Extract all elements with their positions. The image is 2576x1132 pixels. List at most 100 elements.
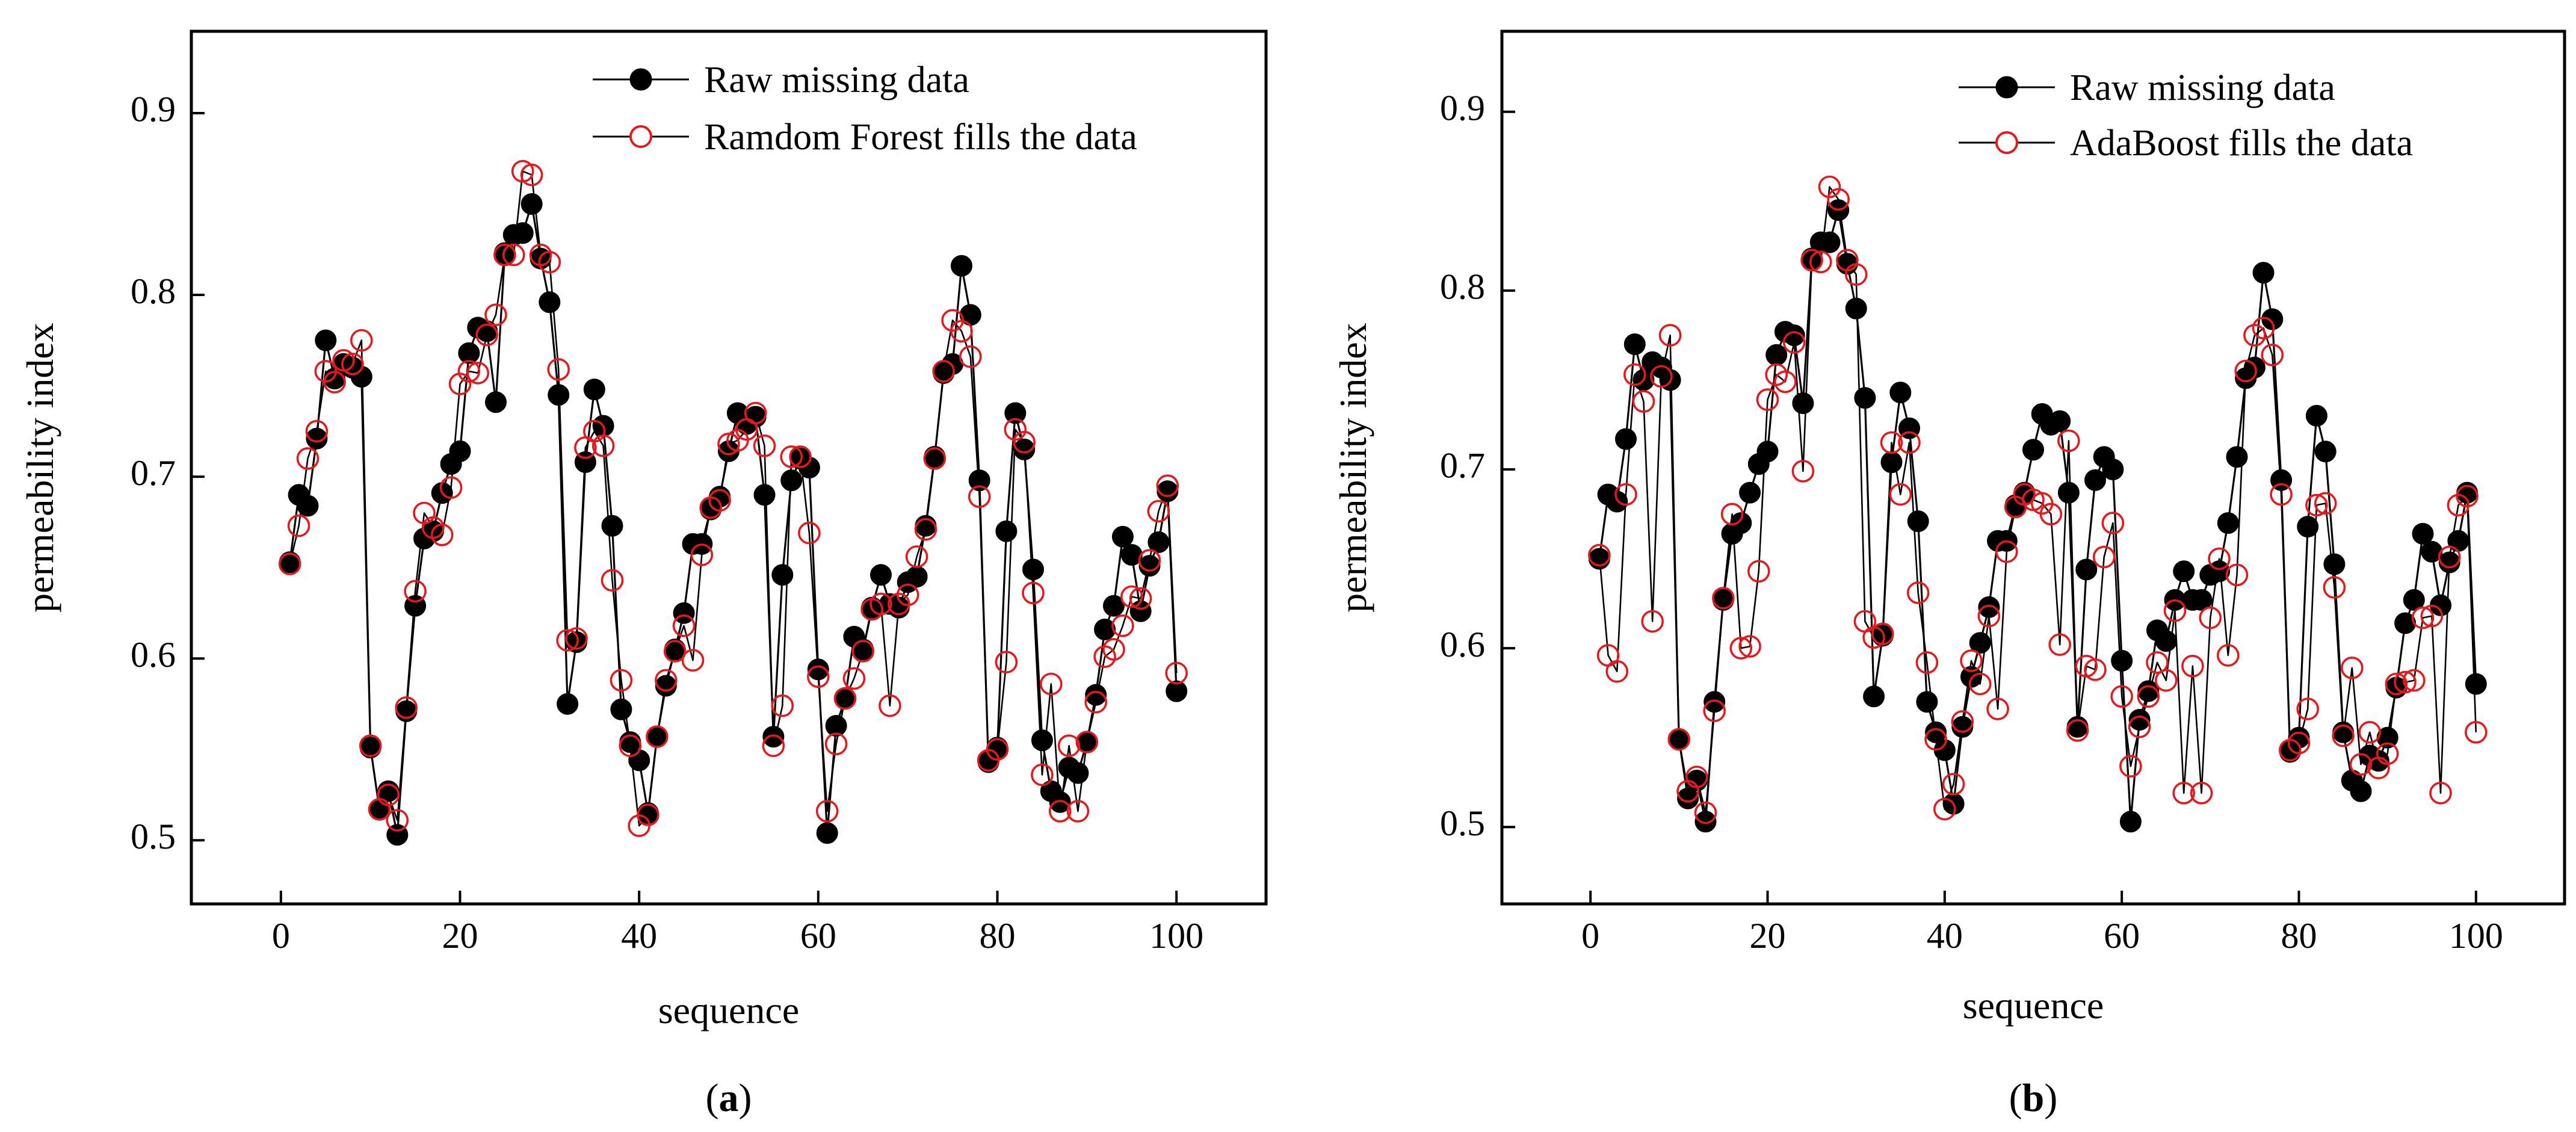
- series-line-raw: [1598, 209, 2477, 823]
- data-point-raw: [1818, 231, 1841, 253]
- data-point-filled: [1129, 587, 1152, 610]
- data-point-filled: [1933, 797, 1956, 821]
- data-point-filled: [520, 163, 543, 187]
- data-point-filled: [1156, 474, 1179, 498]
- data-point-filled: [2084, 658, 2107, 681]
- x-tick-label: 60: [2104, 916, 2140, 956]
- data-point-filled: [708, 489, 731, 512]
- data-point-filled: [547, 358, 570, 381]
- data-point-filled: [1102, 638, 1125, 661]
- data-point-raw: [1129, 600, 1152, 622]
- data-point-filled: [1031, 763, 1054, 787]
- x-tick-label: 80: [980, 916, 1016, 956]
- data-point-filled: [2146, 651, 2169, 674]
- x-tick-label: 100: [1149, 916, 1203, 956]
- data-point-filled: [287, 514, 310, 537]
- data-point-filled: [2101, 512, 2125, 534]
- y-tick-label: 0.5: [1440, 803, 1485, 843]
- data-point-raw: [2438, 551, 2460, 574]
- data-point-filled: [1986, 697, 2009, 720]
- data-point-filled: [2385, 672, 2408, 696]
- data-point-raw: [2155, 630, 2177, 652]
- data-point-raw: [1606, 490, 1628, 513]
- data-point-raw: [1756, 441, 1779, 463]
- data-point-filled: [601, 569, 624, 592]
- data-point-raw: [1792, 392, 1814, 414]
- data-point-filled: [1048, 800, 1072, 823]
- panel-label-b: (b): [2009, 1076, 2058, 1120]
- data-point-filled: [2163, 599, 2187, 622]
- data-point-filled: [2128, 716, 2151, 738]
- data-point-filled: [1165, 661, 1188, 685]
- data-point-raw: [1147, 531, 1170, 553]
- data-point-raw: [1916, 691, 1938, 713]
- data-point-filled: [762, 734, 785, 757]
- data-point-raw: [2217, 512, 2239, 534]
- data-point-filled: [538, 250, 561, 274]
- data-point-raw: [1960, 666, 1982, 688]
- data-point-raw: [2075, 558, 2098, 581]
- data-point-raw: [1907, 510, 1929, 533]
- data-point-raw: [2314, 441, 2337, 463]
- data-point-filled: [655, 669, 678, 692]
- data-point-filled: [2429, 782, 2452, 805]
- data-point-filled: [1075, 731, 1099, 753]
- data-point-filled: [1623, 363, 1646, 386]
- data-point-filled: [565, 627, 588, 650]
- data-point-filled: [278, 552, 301, 575]
- data-point-filled: [2323, 576, 2346, 599]
- x-tick-label: 20: [442, 916, 478, 956]
- data-point-raw: [2447, 530, 2469, 552]
- data-point-raw: [449, 440, 471, 462]
- y-tick-label: 0.5: [131, 817, 176, 856]
- x-tick-label: 60: [800, 916, 836, 956]
- data-point-raw: [1111, 525, 1134, 548]
- data-point-filled: [1658, 324, 1682, 347]
- data-point-raw: [771, 564, 794, 586]
- data-point-filled: [466, 362, 490, 385]
- y-tick-label: 0.6: [131, 635, 176, 675]
- y-axis-title: permeability index: [19, 323, 61, 613]
- data-point-filled: [2172, 782, 2195, 805]
- series-markers: [278, 159, 1188, 846]
- data-point-filled: [2181, 655, 2204, 678]
- data-point-raw: [539, 291, 561, 314]
- chart-panel-b: 0.5 0.6 0.7 0.8 0.9 0 20 40 60 80 100 se…: [1332, 29, 2566, 1120]
- x-tick-label: 80: [2281, 916, 2317, 956]
- data-point-raw: [1783, 324, 1805, 347]
- x-tick-label: 100: [2449, 916, 2503, 956]
- data-point-filled: [995, 651, 1018, 673]
- data-point-filled: [1147, 500, 1170, 523]
- data-point-filled: [350, 329, 373, 352]
- data-point-filled: [1588, 543, 1611, 567]
- data-point-raw: [1863, 685, 1885, 708]
- data-point-raw: [1049, 791, 1071, 813]
- data-point-raw: [1978, 596, 2000, 618]
- legend-marker-raw: [1995, 76, 2018, 99]
- data-point-raw: [762, 726, 785, 748]
- data-point-filled: [851, 640, 875, 663]
- data-point-filled: [753, 434, 776, 457]
- data-point-filled: [896, 583, 919, 607]
- data-point-raw: [2412, 522, 2434, 545]
- y-tick-label: 0.7: [1440, 446, 1485, 486]
- data-point-filled: [1632, 390, 1655, 413]
- y-axis-title: permeability index: [1332, 323, 1374, 613]
- data-point-filled: [2341, 657, 2364, 679]
- data-point-filled: [798, 521, 821, 545]
- data-point-filled: [1138, 549, 1161, 572]
- data-point-filled: [1729, 637, 1753, 660]
- legend: Raw missing data Ramdom Forest fills the…: [593, 60, 1137, 158]
- data-point-filled: [439, 476, 463, 500]
- data-point-filled: [824, 732, 848, 755]
- data-point-filled: [1844, 263, 1868, 286]
- data-point-raw: [2208, 560, 2231, 583]
- data-point-filled: [672, 614, 696, 637]
- data-point-filled: [2296, 697, 2319, 720]
- data-point-raw: [315, 329, 337, 351]
- data-point-filled: [1800, 249, 1823, 272]
- data-point-raw: [1854, 387, 1876, 409]
- chart-panel-a: 0.5 0.6 0.7 0.8 0.9 0 20 40 60 80 100 se…: [19, 29, 1268, 1120]
- data-point-filled: [986, 738, 1009, 761]
- data-point-raw: [1085, 684, 1107, 706]
